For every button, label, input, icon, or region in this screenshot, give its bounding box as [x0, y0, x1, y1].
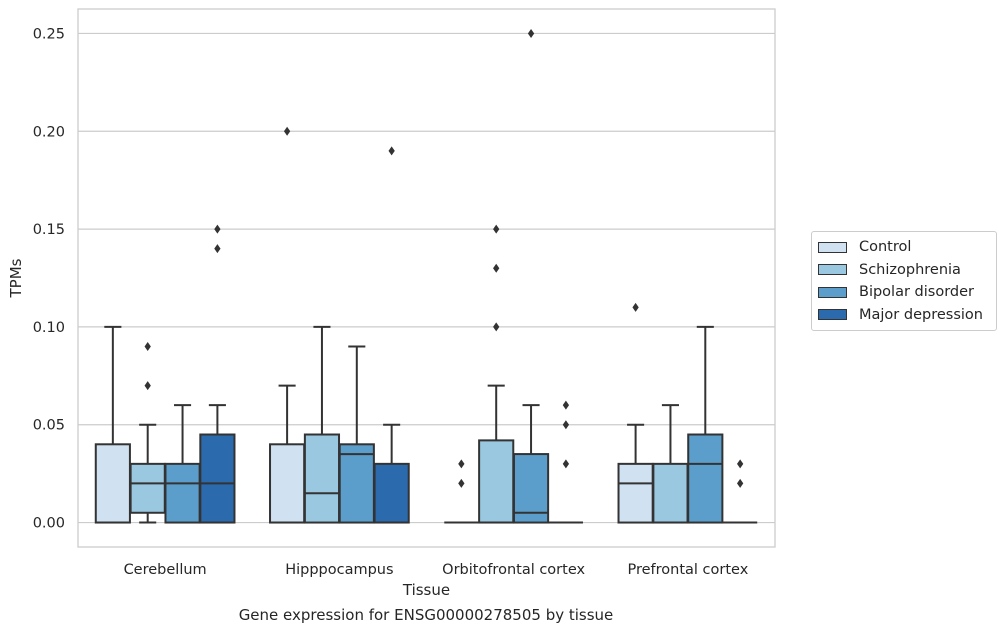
- y-tick-label: 0.00: [33, 516, 65, 532]
- legend-label: Bipolar disorder: [859, 284, 974, 301]
- box-2-3: [548, 400, 583, 524]
- box-body: [199, 433, 236, 524]
- box-body: [164, 462, 201, 524]
- box-body: [269, 443, 306, 524]
- box-body: [94, 443, 131, 524]
- box-1-1: [303, 325, 341, 524]
- outlier-point: [562, 420, 570, 430]
- legend-swatch: [818, 309, 847, 321]
- outlier-point: [283, 126, 291, 136]
- legend-item: Schizophrenia: [812, 259, 996, 282]
- box-body: [338, 443, 375, 524]
- x-tick-labels: Cerebellum Hipppocampus Orbitofrontal cort…: [124, 562, 749, 578]
- box-3-2: [687, 325, 724, 524]
- box-2-1: [478, 224, 515, 524]
- legend-swatch: [818, 241, 847, 253]
- outlier-point: [737, 459, 744, 469]
- box-body: [617, 462, 654, 524]
- x-tick-label: Hipppocampus: [285, 562, 393, 578]
- x-tick-label: Prefrontal cortex: [627, 562, 748, 578]
- outlier-point: [458, 459, 465, 469]
- box-1-0: [269, 126, 306, 524]
- outlier-point: [493, 322, 500, 332]
- outlier-point: [527, 28, 535, 38]
- legend-label: Major depression: [859, 306, 983, 323]
- box-body: [373, 462, 410, 524]
- box-3-0: [617, 302, 654, 524]
- box-body: [303, 433, 341, 524]
- legend-item: Control: [812, 236, 996, 259]
- outlier-point: [388, 146, 395, 156]
- legend-item: Bipolar disorder: [812, 281, 996, 304]
- boxes-layer: [94, 28, 758, 524]
- outlier-point: [632, 302, 639, 312]
- box-body: [687, 433, 724, 524]
- legend-label: Schizophrenia: [859, 261, 961, 278]
- box-0-1: [129, 341, 166, 524]
- y-tick-label: 0.20: [33, 124, 65, 140]
- outlier-point: [562, 459, 570, 469]
- legend-item: Major depression: [812, 304, 996, 327]
- y-tick-label: 0.15: [33, 222, 65, 238]
- plot-frame: [77, 8, 776, 548]
- outlier-point: [214, 224, 221, 234]
- legend-swatch: [818, 286, 847, 298]
- box-body: [478, 439, 515, 524]
- box-2-2: [512, 28, 550, 524]
- box-3-1: [652, 404, 689, 524]
- box-body: [652, 462, 689, 524]
- box-1-2: [338, 345, 375, 524]
- outlier-point: [144, 341, 151, 351]
- outlier-point: [737, 478, 744, 488]
- outlier-point: [214, 244, 221, 254]
- box-2-0: [444, 459, 479, 524]
- x-tick-label: Cerebellum: [124, 562, 207, 578]
- x-axis-label: Tissue: [402, 581, 450, 599]
- y-tick-labels: 0.00 0.05 0.10 0.15 0.20 0.25: [33, 26, 65, 531]
- legend: Control Schizophrenia Bipolar disorder Majo…: [811, 231, 997, 331]
- figure-caption: Gene expression for ENSG00000278505 by t…: [238, 606, 614, 624]
- y-tick-label: 0.25: [33, 26, 65, 42]
- outlier-point: [144, 381, 151, 391]
- outlier-point: [493, 263, 500, 273]
- box-0-3: [199, 224, 236, 524]
- legend-label: Control: [859, 239, 912, 256]
- x-tick-label: Orbitofrontal cortex: [442, 562, 585, 578]
- box-body: [512, 453, 550, 524]
- box-body: [129, 462, 166, 514]
- y-tick-label: 0.05: [33, 418, 65, 434]
- outlier-point: [493, 224, 500, 234]
- outlier-point: [562, 400, 570, 410]
- y-axis-label: TPMs: [7, 258, 25, 298]
- outlier-point: [458, 478, 465, 488]
- legend-swatch: [818, 264, 847, 276]
- box-0-2: [164, 404, 201, 524]
- box-1-3: [373, 146, 410, 524]
- y-tick-label: 0.10: [33, 320, 65, 336]
- box-3-3: [723, 459, 758, 524]
